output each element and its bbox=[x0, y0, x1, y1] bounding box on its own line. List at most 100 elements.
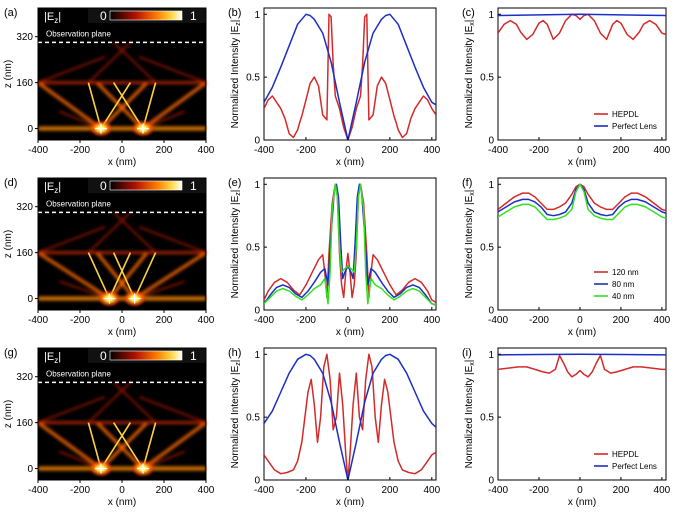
series-group bbox=[264, 353, 436, 480]
x-tick-label: -400 bbox=[28, 485, 48, 496]
field-beam bbox=[37, 81, 102, 130]
x-tick-label: -400 bbox=[488, 485, 508, 496]
x-tick-label: 0 bbox=[119, 315, 125, 326]
x-tick-label: 0 bbox=[345, 145, 351, 156]
heatmap-panel-a: Observation plane 0 1 |Ez| -400 -200 0 200 400 x … bbox=[3, 7, 215, 168]
x-tick-label: -400 bbox=[488, 315, 508, 326]
x-tick-label: 400 bbox=[423, 315, 440, 326]
x-tick-label: 200 bbox=[613, 145, 630, 156]
series-line-perfect_lens bbox=[264, 13, 436, 140]
y-tick-label: 0.5 bbox=[480, 73, 494, 84]
y-tick-label: 1 bbox=[488, 350, 494, 361]
colorbar-max-label: 1 bbox=[190, 349, 197, 363]
y-tick-label: 0 bbox=[254, 476, 260, 487]
y-axis-label: Normalized Intensity |Ez| bbox=[230, 360, 242, 469]
x-axis-label: x (nm) bbox=[108, 497, 136, 508]
observation-plane-label: Observation plane bbox=[46, 369, 111, 378]
z-tick-label: 160 bbox=[16, 248, 33, 259]
field-beam bbox=[112, 41, 157, 84]
x-tick-label: -200 bbox=[529, 315, 549, 326]
panel-label: (h) bbox=[228, 347, 241, 359]
series-line-hepdl bbox=[264, 353, 436, 480]
field-beam bbox=[112, 381, 157, 424]
field-beam bbox=[138, 55, 207, 84]
z-axis-label: z (nm) bbox=[3, 400, 14, 428]
x-tick-label: -200 bbox=[70, 485, 90, 496]
z-axis-label: z (nm) bbox=[3, 230, 14, 258]
series-line-perfect_lens bbox=[264, 183, 436, 306]
legend-label: 120 nm bbox=[612, 268, 639, 277]
x-tick-label: 0 bbox=[119, 145, 125, 156]
series-line-hepdl bbox=[498, 13, 666, 41]
panel-label: (e) bbox=[228, 177, 241, 189]
x-axis-label: x (nm) bbox=[108, 157, 136, 168]
x-tick-label: 400 bbox=[654, 145, 671, 156]
x-axis-label: x (nm) bbox=[336, 497, 364, 508]
series-line-perfect-lens bbox=[498, 353, 666, 356]
x-tick-label: 200 bbox=[382, 315, 399, 326]
plot-frame bbox=[497, 7, 667, 141]
x-tick-label: 400 bbox=[198, 315, 215, 326]
field-beam bbox=[99, 421, 149, 470]
plot-frame bbox=[263, 7, 437, 141]
field-glow bbox=[37, 41, 207, 131]
y-axis-label: Normalized Intensity |Ex| bbox=[464, 360, 476, 469]
field-symbol-close: | bbox=[58, 11, 61, 23]
field-beam bbox=[95, 81, 145, 130]
series-line-hepdl bbox=[498, 354, 666, 378]
field-symbol-main: |E bbox=[44, 11, 54, 23]
z-tick-label: 160 bbox=[16, 418, 33, 429]
field-beam bbox=[138, 225, 207, 254]
field-beam bbox=[112, 211, 157, 254]
x-tick-label: 400 bbox=[198, 145, 215, 156]
field-symbol-close: | bbox=[58, 351, 61, 363]
x-axis-label: x (nm) bbox=[568, 157, 596, 168]
panel-label: (g) bbox=[4, 347, 17, 359]
series-line-green bbox=[264, 183, 436, 306]
field-beam bbox=[37, 251, 111, 300]
y-axis-label: Normalized Intensity |Ex| bbox=[464, 190, 476, 299]
observation-plane-label: Observation plane bbox=[46, 199, 111, 208]
field-beam bbox=[37, 225, 106, 254]
x-tick-label: 0 bbox=[345, 485, 351, 496]
x-tick-label: 400 bbox=[654, 485, 671, 496]
y-axis-label-sub: z bbox=[235, 192, 242, 196]
x-tick-label: -400 bbox=[488, 145, 508, 156]
y-tick-label: 0.5 bbox=[246, 243, 260, 254]
plot-frame bbox=[497, 177, 667, 311]
x-axis-label: x (nm) bbox=[568, 327, 596, 338]
series-line-hepdl bbox=[264, 183, 436, 304]
y-axis-label-main: Normalized Intensity |E bbox=[230, 365, 241, 468]
panel-label: (f) bbox=[462, 177, 472, 189]
heatmap-panel-g: Observation plane 0 1 |Ez| -400 -200 0 200 400 x … bbox=[3, 347, 215, 508]
y-axis-label-main: Normalized Intensity |E bbox=[464, 365, 475, 468]
series-line-perfect-lens bbox=[498, 13, 666, 17]
field-beam bbox=[142, 81, 207, 130]
x-tick-label: -400 bbox=[254, 485, 274, 496]
series-line-perfect_lens bbox=[264, 353, 436, 480]
colorbar-max-label: 1 bbox=[190, 9, 197, 23]
x-tick-label: -200 bbox=[529, 145, 549, 156]
x-axis-label: x (nm) bbox=[568, 497, 596, 508]
x-tick-label: -200 bbox=[296, 485, 316, 496]
x-tick-label: 200 bbox=[613, 485, 630, 496]
y-axis-label-main: Normalized Intensity |E bbox=[464, 25, 475, 128]
y-axis-label-main: Normalized Intensity |E bbox=[230, 195, 241, 298]
field-beam bbox=[142, 421, 207, 470]
x-tick-label: 400 bbox=[198, 485, 215, 496]
panel-label: (b) bbox=[228, 7, 241, 19]
panel-label: (a) bbox=[4, 7, 17, 19]
z-tick-label: 0 bbox=[27, 464, 33, 475]
field-symbol-main: |E bbox=[44, 351, 54, 363]
field-beam bbox=[37, 55, 106, 84]
x-tick-label: 400 bbox=[423, 145, 440, 156]
y-axis-label-sub: x bbox=[469, 22, 476, 26]
x-axis-label: x (nm) bbox=[336, 327, 364, 338]
y-axis-label-close: | bbox=[230, 20, 241, 23]
plot-frame bbox=[497, 347, 667, 481]
z-tick-label: 160 bbox=[16, 78, 33, 89]
y-axis-label-close: | bbox=[230, 360, 241, 363]
